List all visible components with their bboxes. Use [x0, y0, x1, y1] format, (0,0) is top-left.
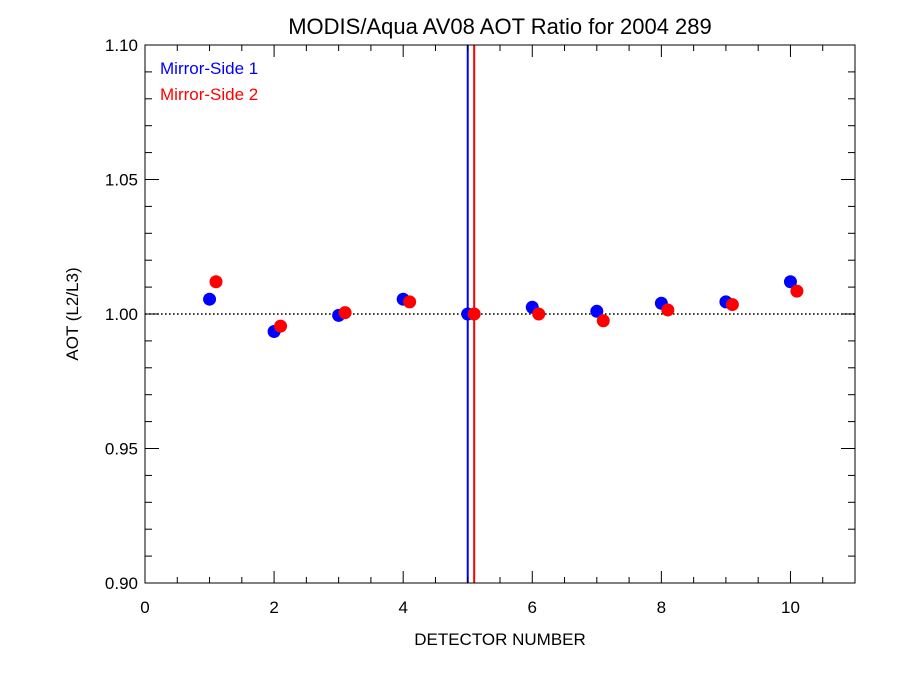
- legend: Mirror-Side 1 Mirror-Side 2: [160, 59, 258, 104]
- chart-title: MODIS/Aqua AV08 AOT Ratio for 2004 289: [288, 14, 712, 39]
- point-series-2: [790, 284, 804, 298]
- x-tick-label: 0: [140, 598, 149, 617]
- x-axis-label: DETECTOR NUMBER: [414, 630, 586, 649]
- point-series-2: [209, 275, 223, 289]
- y-tick-label: 1.00: [105, 305, 138, 324]
- axis-ticks: 0 2 4 6 8 10 0.90 0.95 1.00 1.05 1.10: [105, 36, 856, 617]
- point-series-2: [532, 307, 546, 321]
- point-series-1: [203, 292, 217, 306]
- point-series-1: [783, 275, 797, 289]
- legend-entry-1: Mirror-Side 1: [160, 59, 258, 78]
- x-tick-label: 2: [269, 598, 278, 617]
- x-tick-label: 8: [657, 598, 666, 617]
- x-tick-label: 4: [398, 598, 407, 617]
- point-series-2: [467, 307, 481, 321]
- plot-area: [145, 45, 855, 583]
- legend-entry-2: Mirror-Side 2: [160, 85, 258, 104]
- point-series-2: [725, 298, 739, 312]
- point-series-2: [274, 319, 288, 333]
- y-tick-label: 1.05: [105, 171, 138, 190]
- plot-frame: [144, 44, 856, 584]
- point-series-2: [661, 303, 675, 317]
- point-series-1: [590, 304, 604, 318]
- x-tick-label: 10: [781, 598, 800, 617]
- y-axis-label: AOT (L2/L3): [63, 267, 82, 360]
- point-series-2: [596, 314, 610, 328]
- point-series-2: [403, 295, 417, 309]
- y-tick-label: 1.10: [105, 36, 138, 55]
- y-tick-label: 0.90: [105, 574, 138, 593]
- y-tick-label: 0.95: [105, 440, 138, 459]
- x-tick-label: 6: [528, 598, 537, 617]
- point-series-2: [338, 306, 352, 320]
